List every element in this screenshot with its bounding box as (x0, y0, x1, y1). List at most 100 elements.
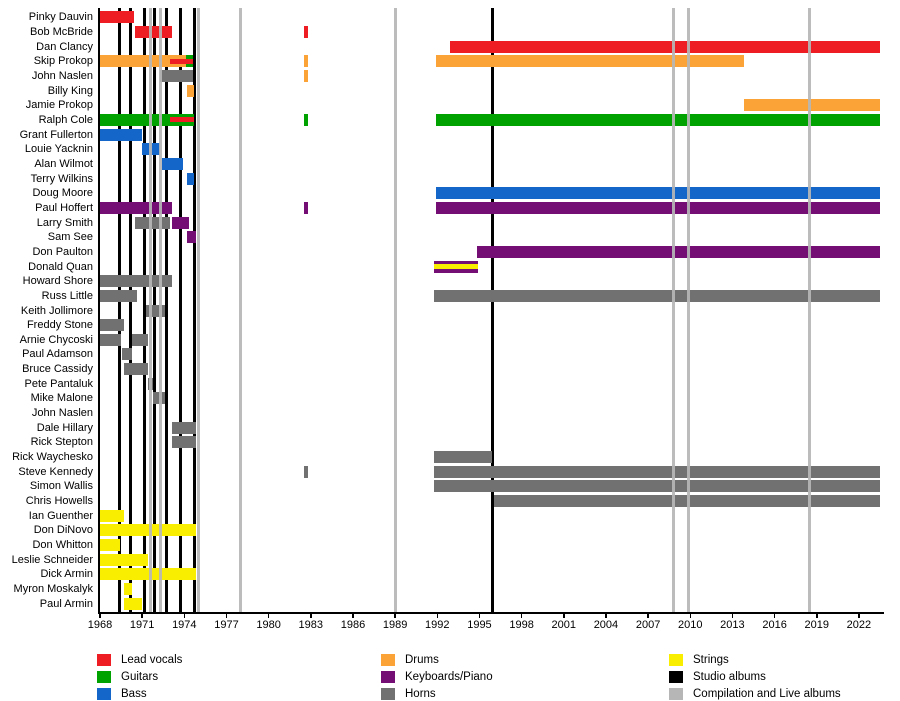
member-label: John Naslen (31, 69, 93, 82)
membership-bar-bass (187, 172, 195, 185)
membership-bar-keyboards (435, 201, 880, 214)
membership-bar-guitars (435, 113, 880, 126)
membership-bar-keyboards (187, 231, 196, 244)
membership-bar-drums (303, 55, 308, 68)
x-axis-tick-label: 1992 (425, 619, 450, 631)
member-label: Paul Armin (39, 597, 93, 610)
x-axis-tick-label: 2019 (804, 619, 829, 631)
member-label: Russ Little (41, 289, 93, 302)
x-axis-tick (731, 613, 734, 618)
membership-bar-horns (160, 69, 193, 82)
member-label: Don DiNovo (33, 524, 93, 537)
membership-bar-drums (187, 84, 195, 97)
membership-bar-horns (100, 289, 137, 302)
member-label: Jamie Prokop (25, 99, 93, 112)
x-axis-tick-label: 1995 (467, 619, 492, 631)
member-label: Dale Hillary (36, 421, 93, 434)
member-label: Skip Prokop (33, 55, 93, 68)
x-axis-tick-label: 1983 (298, 619, 324, 631)
member-label: Ian Guenther (28, 509, 93, 522)
member-label: Alan Wilmot (34, 157, 93, 170)
membership-bar-horns (122, 348, 133, 361)
x-axis-tick (478, 613, 481, 618)
membership-bar-lead_vocals (449, 40, 880, 53)
x-axis-tick (436, 613, 439, 618)
membership-bar-guitars (303, 113, 308, 126)
membership-bar-strings (100, 509, 124, 522)
x-axis-tick-label: 2013 (720, 619, 745, 631)
member-label: Doug Moore (32, 187, 93, 200)
studio-album-line (490, 8, 494, 612)
legend-label-studio_albums: Studio albums (693, 671, 766, 683)
member-label: Don Whitton (32, 539, 93, 552)
member-label: Howard Shore (22, 275, 93, 288)
membership-bar-horns (100, 319, 124, 332)
legend-label-horns: Horns (405, 688, 436, 700)
membership-bar-lead_vocals (303, 25, 308, 38)
x-axis-tick (520, 613, 523, 618)
member-label: Steve Kennedy (18, 465, 93, 478)
membership-bar-horns (434, 289, 880, 302)
legend-swatch-keyboards (381, 671, 395, 683)
membership-bar-horns (171, 436, 196, 449)
membership-bar-horns (123, 363, 148, 376)
member-label: Larry Smith (36, 216, 93, 229)
membership-bar-keyboards (303, 201, 308, 214)
membership-bar-keyboards (171, 216, 189, 229)
membership-bar-bass (100, 128, 143, 141)
member-label: Dick Armin (40, 568, 93, 581)
x-axis-tick (773, 613, 776, 618)
member-label: Billy King (47, 84, 93, 97)
member-label: Paul Hoffert (35, 201, 93, 214)
studio-album-line (143, 8, 147, 612)
membership-bar-horns (135, 216, 171, 229)
legend-label-guitars: Guitars (121, 671, 159, 683)
member-label: John Naslen (31, 407, 93, 420)
membership-bar-strings (434, 264, 479, 270)
member-label: Freddy Stone (26, 319, 93, 332)
membership-bar-horns (171, 421, 196, 434)
member-label: Bob McBride (30, 25, 93, 38)
studio-album-line (178, 8, 182, 612)
member-label: Arnie Chycoski (19, 333, 93, 346)
studio-album-line (118, 8, 122, 612)
x-axis-tick-label: 1971 (129, 619, 155, 631)
x-axis-tick (310, 613, 312, 618)
membership-bar-horns (303, 465, 308, 478)
compilation-live-album-line (687, 8, 691, 612)
membership-bar-drums (303, 69, 308, 82)
x-axis-tick-label: 1989 (382, 619, 408, 631)
membership-bar-lead_vocals (100, 11, 134, 24)
x-axis-tick (689, 613, 692, 618)
membership-bar-strings (123, 583, 133, 596)
membership-bar-strings (100, 524, 196, 537)
membership-bar-keyboards (100, 201, 172, 214)
member-label: Leslie Schneider (11, 553, 93, 566)
legend-label-bass: Bass (121, 688, 147, 700)
x-axis-tick-label: 1977 (214, 619, 239, 631)
x-axis-tick-label: 2010 (678, 619, 703, 631)
x-axis-tick-label: 1998 (509, 619, 534, 631)
compilation-live-album-line (149, 8, 153, 612)
membership-bar-strings (100, 568, 196, 581)
membership-bar-horns (434, 465, 880, 478)
member-label: Donald Quan (28, 260, 93, 273)
compilation-live-album-line (393, 8, 397, 612)
membership-bar-drums (435, 55, 744, 68)
x-axis-tick-label: 1980 (256, 619, 281, 631)
compilation-live-album-line (671, 8, 675, 612)
membership-bar-lead_vocals (135, 25, 172, 38)
membership-bar-lead_vocals (170, 58, 193, 64)
legend-label-strings: Strings (693, 654, 729, 666)
compilation-live-album-line (158, 8, 162, 612)
member-label: Rick Stepton (30, 436, 93, 449)
member-label: Don Paulton (32, 245, 93, 258)
x-axis-tick (352, 613, 354, 618)
x-axis-tick-label: 1968 (87, 619, 113, 631)
x-axis-tick-label: 2007 (635, 619, 661, 631)
membership-bar-horns (132, 333, 148, 346)
x-axis-tick-label: 1974 (172, 619, 197, 631)
legend-label-drums: Drums (405, 654, 439, 666)
x-axis-tick (816, 613, 818, 618)
